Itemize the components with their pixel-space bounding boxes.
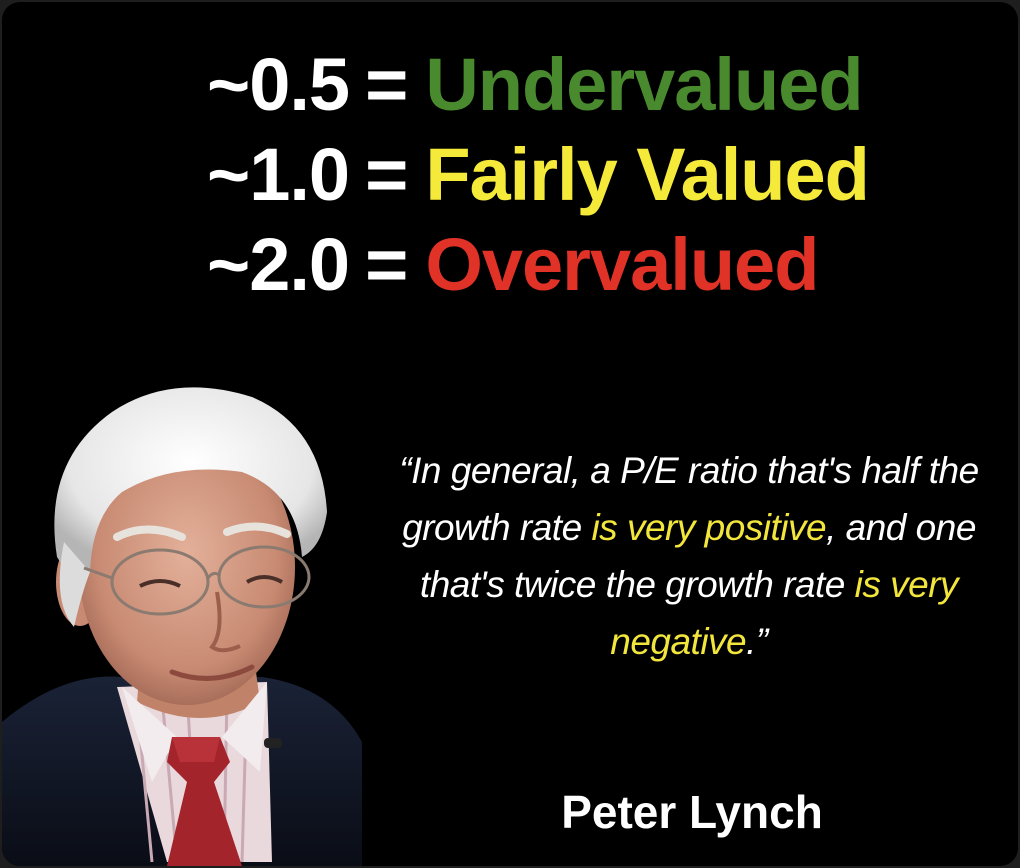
quote-close-mark: ” <box>755 621 768 662</box>
equals-sign: = <box>365 223 408 306</box>
scale-value: ~2.0 <box>207 223 350 306</box>
author-name: Peter Lynch <box>561 786 823 838</box>
scale-label-overvalued: Overvalued <box>425 223 819 306</box>
quote-text: “In general, a P/E ratio that's half the… <box>374 442 1004 670</box>
scale-label-undervalued: Undervalued <box>425 43 863 126</box>
scale-row-overvalued: ~2.0 = Overvalued <box>207 220 907 310</box>
valuation-scale: ~0.5 = Undervalued ~1.0 = Fairly Valued ~2.0… <box>207 40 907 310</box>
quote-highlight: is very negative <box>610 564 959 662</box>
equals-sign: = <box>365 43 408 126</box>
quote-highlight: is very positive <box>591 507 827 548</box>
scale-row-fairly-valued: ~1.0 = Fairly Valued <box>207 130 907 220</box>
quote-part: . <box>746 621 756 662</box>
portrait-photo <box>2 387 362 866</box>
scale-label-fairly-valued: Fairly Valued <box>425 133 870 216</box>
quote-part: In general, a P/E ratio that's half the … <box>402 450 979 548</box>
scale-row-undervalued: ~0.5 = Undervalued <box>207 40 907 130</box>
scale-value: ~0.5 <box>207 43 350 126</box>
quote-open-mark: “ <box>399 450 412 491</box>
equals-sign: = <box>365 133 408 216</box>
quote-part: , and one that's twice the growth rate <box>419 507 976 605</box>
scale-value: ~1.0 <box>207 133 350 216</box>
